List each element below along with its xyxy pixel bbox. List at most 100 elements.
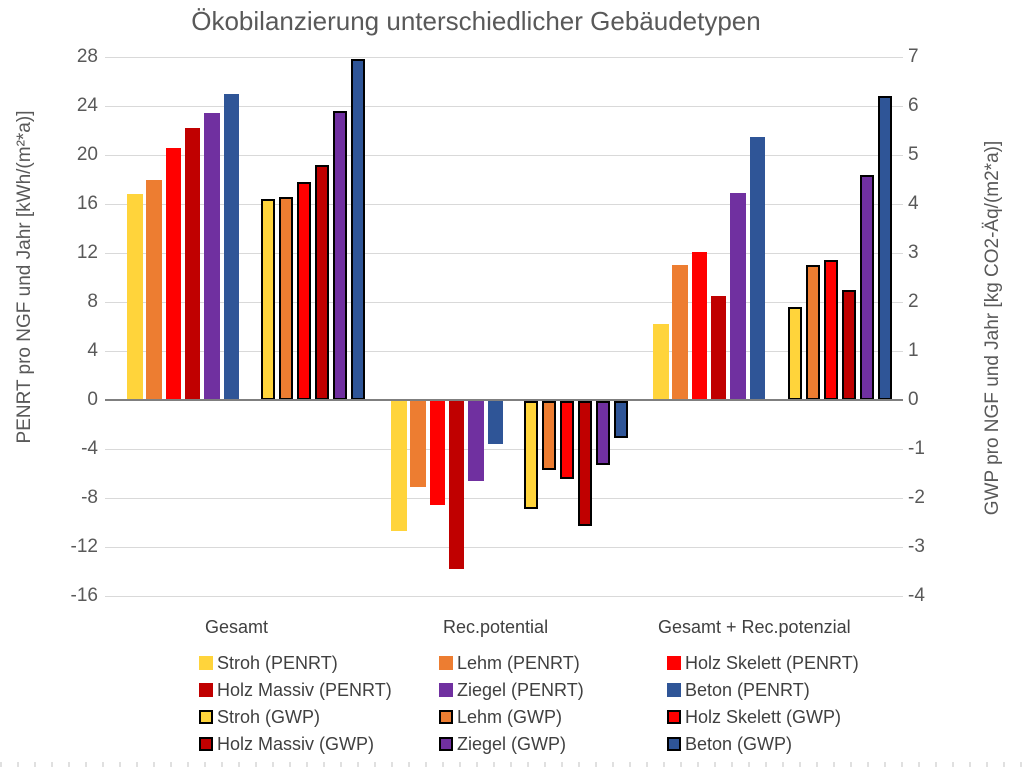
legend-item: Holz Massiv (GWP): [199, 734, 374, 755]
bar-ziegel-gwp: [332, 110, 347, 400]
gridline: [105, 253, 903, 254]
legend-label: Lehm (PENRT): [457, 653, 580, 673]
bar-stroh-gwp: [524, 401, 538, 509]
legend-label: Holz Massiv (PENRT): [217, 680, 392, 700]
legend-swatch: [439, 656, 453, 670]
bar-stroh-gwp: [261, 199, 275, 400]
right-axis-title: GWP pro NGF und Jahr [kg CO2-Äq/(m2*a)]: [982, 140, 1003, 516]
legend-label: Ziegel (PENRT): [457, 680, 584, 700]
bar-ziegel-gwp: [859, 174, 874, 400]
gridline: [105, 498, 903, 499]
gridline: [105, 106, 903, 107]
legend-swatch: [667, 710, 681, 724]
category-label-3: Gesamt + Rec.potenzial: [658, 617, 851, 637]
left-axis-tick: 12: [76, 242, 98, 263]
legend-label: Holz Skelett (PENRT): [685, 653, 859, 673]
left-axis-tick: 20: [76, 144, 98, 165]
left-axis-tick: 8: [87, 291, 98, 312]
left-axis-title: PENRT pro NGF und Jahr [kWh/(m²*a)]: [14, 110, 35, 444]
bar-lehm-gwp: [805, 265, 820, 400]
right-axis-tick: -1: [908, 438, 925, 459]
bar-holz-massiv-penrt: [710, 295, 727, 400]
bar-lehm-penrt: [672, 265, 688, 400]
legend-swatch: [439, 683, 453, 697]
legend-item: Beton (GWP): [667, 734, 792, 755]
bar-stroh-penrt: [653, 324, 669, 400]
legend-swatch: [439, 710, 453, 724]
bar-ziegel-penrt: [468, 401, 484, 481]
zero-axis-line: [105, 399, 903, 401]
legend-swatch: [199, 710, 213, 724]
legend-item: Beton (PENRT): [667, 680, 810, 701]
legend-label: Holz Massiv (GWP): [217, 734, 374, 754]
bar-holz-skelett-penrt: [691, 251, 708, 400]
bar-beton-gwp: [613, 401, 628, 438]
bar-beton-penrt: [223, 93, 239, 400]
bar-holz-massiv-gwp: [314, 164, 329, 400]
left-axis-tick: 0: [87, 389, 98, 410]
bar-lehm-penrt: [146, 179, 162, 400]
left-axis-tick: 4: [87, 340, 98, 361]
left-axis-tick: -4: [81, 438, 98, 459]
bar-holz-skelett-penrt: [429, 401, 446, 506]
gridline: [105, 547, 903, 548]
cropped-caption-strip: [0, 762, 1024, 767]
gridline: [105, 57, 903, 58]
legend-swatch: [439, 737, 453, 751]
bar-holz-skelett-gwp: [823, 260, 838, 400]
legend-label: Holz Skelett (GWP): [685, 707, 842, 727]
gridline: [105, 351, 903, 352]
right-axis-tick: 5: [908, 144, 919, 165]
bar-beton-penrt: [749, 136, 765, 400]
right-axis-tick: 7: [908, 46, 919, 67]
category-label-1: Gesamt: [205, 617, 269, 637]
left-axis-tick: -8: [81, 487, 98, 508]
bar-holz-massiv-penrt: [448, 401, 465, 569]
legend-label: Stroh (GWP): [217, 707, 321, 727]
legend-item: Lehm (GWP): [439, 707, 562, 728]
bar-ziegel-penrt: [730, 192, 746, 400]
left-axis-tick: -12: [70, 536, 98, 557]
legend-swatch: [667, 737, 681, 751]
legend-swatch: [199, 683, 213, 697]
right-axis-tick: 4: [908, 193, 919, 214]
legend-label: Beton (PENRT): [685, 680, 810, 700]
bar-stroh-penrt: [391, 401, 407, 531]
bar-stroh-gwp: [788, 306, 802, 400]
legend-item: Stroh (GWP): [199, 707, 320, 728]
bar-lehm-gwp: [541, 401, 556, 470]
bar-holz-skelett-penrt: [165, 147, 182, 400]
legend-label: Beton (GWP): [685, 734, 793, 754]
right-axis-tick: 1: [908, 340, 919, 361]
legend-item: Holz Massiv (PENRT): [199, 680, 392, 701]
legend-item: Ziegel (GWP): [439, 734, 566, 755]
bar-holz-massiv-penrt: [184, 128, 201, 400]
right-axis-tick: -2: [908, 487, 925, 508]
right-axis-tick: -4: [908, 585, 925, 606]
bar-ziegel-penrt: [204, 113, 220, 400]
legend-swatch: [667, 683, 681, 697]
legend-swatch: [667, 656, 681, 670]
legend-item: Ziegel (PENRT): [439, 680, 584, 701]
legend-item: Lehm (PENRT): [439, 653, 580, 674]
right-axis-tick: 0: [908, 389, 919, 410]
right-axis-tick: -3: [908, 536, 925, 557]
gridline: [105, 449, 903, 450]
left-axis-tick: -16: [70, 585, 98, 606]
right-axis-tick: 3: [908, 242, 919, 263]
bar-beton-gwp: [350, 59, 365, 400]
bar-holz-skelett-gwp: [559, 401, 574, 480]
bar-holz-massiv-gwp: [841, 289, 856, 400]
gridline: [105, 302, 903, 303]
bar-stroh-penrt: [127, 194, 143, 400]
legend-label: Stroh (PENRT): [217, 653, 338, 673]
left-axis-tick: 24: [76, 95, 98, 116]
plot-area: [105, 57, 903, 597]
legend-swatch: [199, 737, 213, 751]
gridline: [105, 204, 903, 205]
legend-item: Stroh (PENRT): [199, 653, 338, 674]
gridline: [105, 155, 903, 156]
left-axis-tick: 16: [76, 193, 98, 214]
bar-beton-penrt: [487, 401, 503, 444]
